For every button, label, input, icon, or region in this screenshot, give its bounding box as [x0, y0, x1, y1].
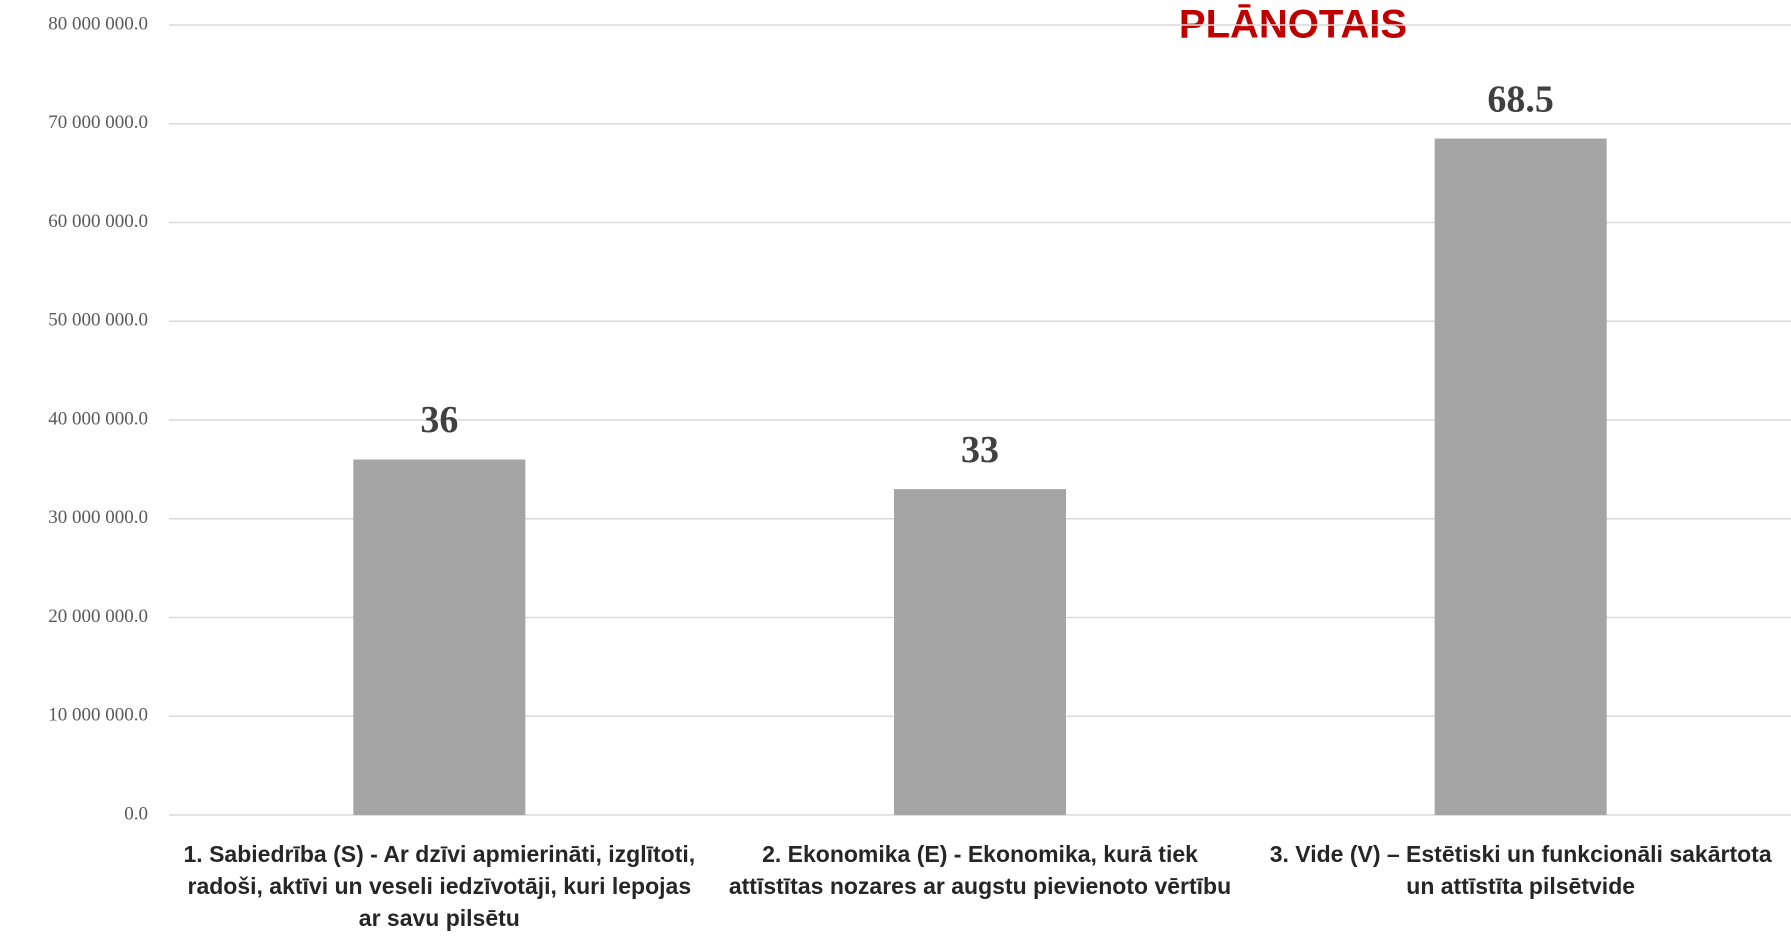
y-tick-label: 80 000 000.0	[48, 13, 148, 34]
y-tick-label: 0.0	[124, 803, 148, 824]
bar	[1434, 138, 1607, 815]
x-tick-label: 3. Vide (V) – Estētiski un funkcionāli s…	[1269, 841, 1772, 899]
y-tick-label: 60 000 000.0	[48, 211, 148, 232]
y-tick-label: 20 000 000.0	[48, 606, 148, 627]
y-tick-label: 30 000 000.0	[48, 507, 148, 528]
y-tick-label: 70 000 000.0	[48, 112, 148, 133]
data-label: 68.5	[1487, 78, 1554, 120]
x-tick-label: 1. Sabiedrība (S) - Ar dzīvi apmierināti…	[183, 841, 696, 931]
bar	[353, 459, 526, 815]
y-tick-label: 40 000 000.0	[48, 408, 148, 429]
y-tick-label: 50 000 000.0	[48, 310, 148, 331]
data-label: 33	[961, 429, 999, 471]
x-tick-label: 2. Ekonomika (E) - Ekonomika, kurā tiek …	[728, 841, 1232, 899]
bar	[894, 489, 1066, 815]
data-label: 36	[420, 399, 458, 441]
y-tick-label: 10 000 000.0	[48, 705, 148, 726]
